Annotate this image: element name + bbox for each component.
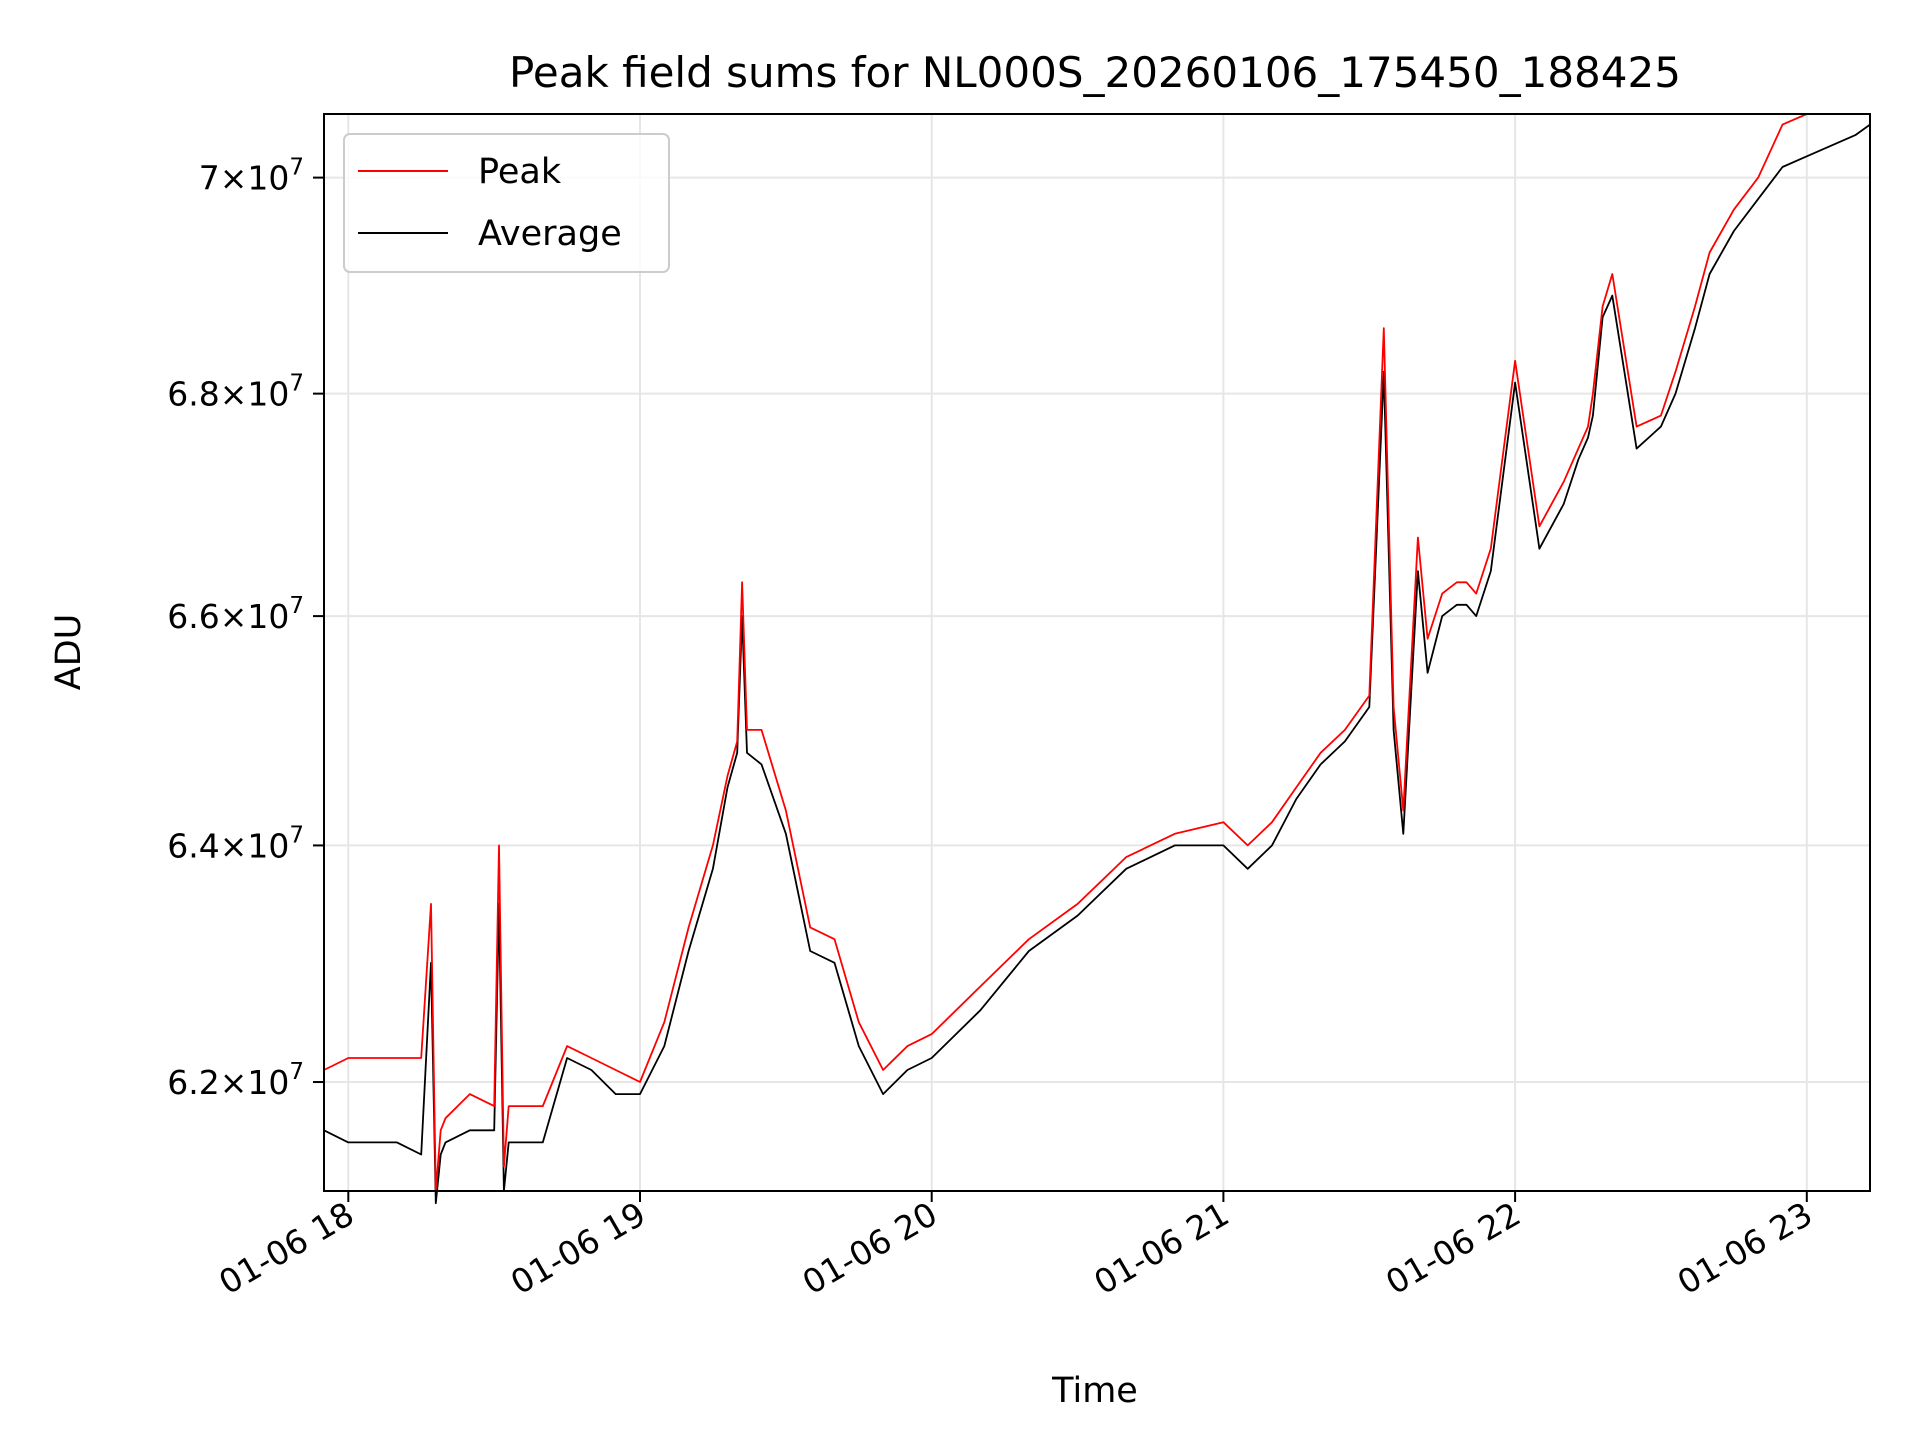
plot-frame <box>323 113 1871 1192</box>
y-tick-label: 7×107 <box>199 155 304 198</box>
legend-peak-label: Peak <box>478 152 562 192</box>
chart-title: Peak field sums for NL000S_20260106_1754… <box>509 48 1681 97</box>
series-layer <box>323 113 1871 1205</box>
x-axis-label: Time <box>1051 1371 1138 1411</box>
y-axis-ticks: 6.2×107 6.4×107 6.6×107 6.8×107 7×107 <box>167 155 324 1102</box>
y-tick-label: 6.4×107 <box>167 822 304 865</box>
y-tick-label: 6.8×107 <box>167 371 304 414</box>
y-tick-label: 6.6×107 <box>167 593 304 636</box>
grid-lines <box>324 114 1870 1191</box>
legend: Peak Average <box>343 133 670 273</box>
y-axis-label: ADU <box>49 614 89 691</box>
series-line-peak <box>323 113 1870 1192</box>
legend-average-label: Average <box>478 214 622 254</box>
series-line-average <box>323 123 1871 1205</box>
y-tick-label: 6.2×107 <box>167 1059 304 1102</box>
legend-box <box>343 133 670 273</box>
